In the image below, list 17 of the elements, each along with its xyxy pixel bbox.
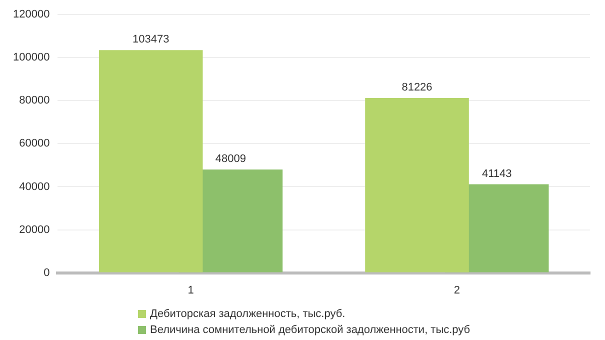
y-tick-label: 80000 [19,94,50,107]
x-tick-label: 1 [188,284,194,296]
y-tick-label: 120000 [12,8,50,21]
y-tick-label: 100000 [12,52,50,64]
data-label: 41143 [482,168,512,180]
data-label: 81226 [402,82,432,94]
x-tick-label: 2 [454,284,460,296]
data-label: 48009 [215,153,246,166]
bar [98,50,203,272]
y-tick-label: 0 [44,266,50,279]
data-label: 103473 [132,34,170,46]
y-tick-label: 40000 [19,180,50,193]
y-tick-label: 20000 [19,224,50,236]
legend-label: Дебиторская задолженность, тыс.руб. [150,307,346,322]
legend-label: Величина сомнительной дебиторской задолженности, тыс.руб [150,323,470,338]
bar [365,98,469,272]
y-tick-label: 60000 [19,138,50,150]
